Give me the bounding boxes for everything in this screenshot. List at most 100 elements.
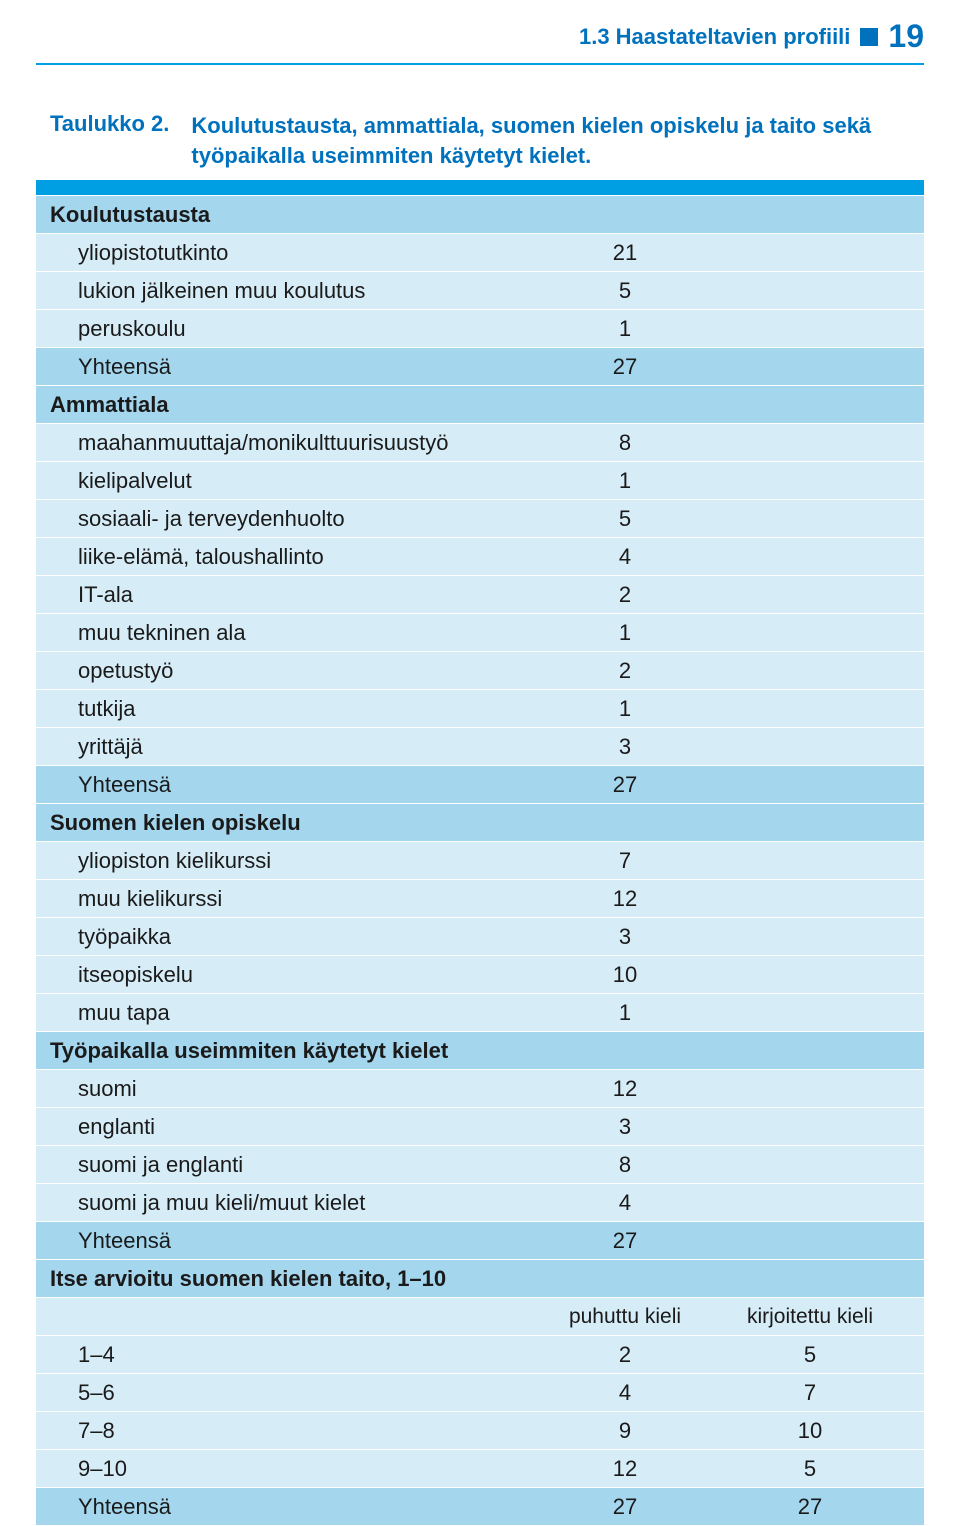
caption-band (36, 180, 924, 196)
total-label: Yhteensä (78, 1227, 540, 1256)
total-label: Yhteensä (78, 1493, 540, 1522)
row-value-1: 2 (540, 1341, 710, 1370)
row-label: 1–4 (78, 1341, 540, 1370)
table-row: suomi ja englanti 8 (36, 1146, 924, 1184)
table-row: IT-ala 2 (36, 576, 924, 614)
section-title-text: Ammattiala (50, 391, 910, 420)
section-ammattiala: Ammattiala (36, 386, 924, 424)
row-label: IT-ala (78, 581, 540, 610)
table-row: itseopiskelu 10 (36, 956, 924, 994)
row-value: 1 (540, 619, 710, 648)
row-value-2: 10 (710, 1417, 910, 1446)
row-value: 7 (540, 847, 710, 876)
row-label: tutkija (78, 695, 540, 724)
col-header-1: puhuttu kieli (540, 1303, 710, 1330)
total-label: Yhteensä (78, 771, 540, 800)
row-label: 9–10 (78, 1455, 540, 1484)
table-row: maahanmuuttaja/monikulttuurisuustyö 8 (36, 424, 924, 462)
table-caption: Taulukko 2. Koulutustausta, ammattiala, … (36, 101, 924, 180)
total-value: 27 (540, 353, 710, 382)
row-value: 1 (540, 999, 710, 1028)
row-value: 2 (540, 657, 710, 686)
table-row: lukion jälkeinen muu koulutus 5 (36, 272, 924, 310)
row-label: kielipalvelut (78, 467, 540, 496)
col-header-2: kirjoitettu kieli (710, 1303, 910, 1330)
data-table: Koulutustausta yliopistotutkinto 21 luki… (36, 180, 924, 1526)
table-row: muu tapa 1 (36, 994, 924, 1032)
row-label: maahanmuuttaja/monikulttuurisuustyö (78, 429, 540, 458)
total-value: 27 (540, 1227, 710, 1256)
table-row: peruskoulu 1 (36, 310, 924, 348)
row-value: 21 (540, 239, 710, 268)
row-value-1: 4 (540, 1379, 710, 1408)
table-row: muu tekninen ala 1 (36, 614, 924, 652)
row-label: suomi ja muu kieli/muut kielet (78, 1189, 540, 1218)
column-headers: puhuttu kieli kirjoitettu kieli (36, 1298, 924, 1336)
table-row: 5–6 4 7 (36, 1374, 924, 1412)
total-row: Yhteensä 27 27 (36, 1488, 924, 1526)
row-value-2: 5 (710, 1455, 910, 1484)
row-label: suomi ja englanti (78, 1151, 540, 1180)
row-label: opetustyö (78, 657, 540, 686)
table-row: suomi ja muu kieli/muut kielet 4 (36, 1184, 924, 1222)
row-value: 4 (540, 543, 710, 572)
row-value: 3 (540, 733, 710, 762)
row-value-2: 5 (710, 1341, 910, 1370)
header-rule (36, 63, 924, 65)
row-label: yliopiston kielikurssi (78, 847, 540, 876)
total-row: Yhteensä 27 (36, 1222, 924, 1260)
row-value: 5 (540, 277, 710, 306)
table-row: opetustyö 2 (36, 652, 924, 690)
table-row: kielipalvelut 1 (36, 462, 924, 500)
row-label: lukion jälkeinen muu koulutus (78, 277, 540, 306)
total-value-2: 27 (710, 1493, 910, 1522)
section-title-text: Suomen kielen opiskelu (50, 809, 910, 838)
page-number: 19 (888, 18, 924, 55)
table-row: työpaikka 3 (36, 918, 924, 956)
table-caption-text: Koulutustausta, ammattiala, suomen kiele… (191, 111, 910, 170)
row-label: suomi (78, 1075, 540, 1104)
row-value: 1 (540, 467, 710, 496)
table-row: englanti 3 (36, 1108, 924, 1146)
row-value-1: 9 (540, 1417, 710, 1446)
row-label: itseopiskelu (78, 961, 540, 990)
row-value-1: 12 (540, 1455, 710, 1484)
page: 1.3 Haastateltavien profiili 19 Taulukko… (0, 0, 960, 1526)
row-value: 5 (540, 505, 710, 534)
table-row: 7–8 9 10 (36, 1412, 924, 1450)
section-title: 1.3 Haastateltavien profiili (579, 24, 850, 50)
row-label: englanti (78, 1113, 540, 1142)
table-row: liike-elämä, taloushallinto 4 (36, 538, 924, 576)
total-value-1: 27 (540, 1493, 710, 1522)
section-taito: Itse arvioitu suomen kielen taito, 1–10 (36, 1260, 924, 1298)
total-row: Yhteensä 27 (36, 766, 924, 804)
total-value: 27 (540, 771, 710, 800)
row-value: 3 (540, 923, 710, 952)
table-row: yliopistotutkinto 21 (36, 234, 924, 272)
table-row: yliopiston kielikurssi 7 (36, 842, 924, 880)
table-row: 1–4 2 5 (36, 1336, 924, 1374)
row-label: sosiaali- ja terveydenhuolto (78, 505, 540, 534)
total-label: Yhteensä (78, 353, 540, 382)
row-value: 2 (540, 581, 710, 610)
row-value: 8 (540, 429, 710, 458)
table-row: sosiaali- ja terveydenhuolto 5 (36, 500, 924, 538)
row-value: 12 (540, 1075, 710, 1104)
row-label: työpaikka (78, 923, 540, 952)
table-row: muu kielikurssi 12 (36, 880, 924, 918)
row-value: 12 (540, 885, 710, 914)
page-header: 1.3 Haastateltavien profiili 19 (0, 0, 960, 63)
row-value-2: 7 (710, 1379, 910, 1408)
table-row: yrittäjä 3 (36, 728, 924, 766)
row-value: 1 (540, 695, 710, 724)
section-title-text: Työpaikalla useimmiten käytetyt kielet (50, 1037, 910, 1066)
table-caption-label: Taulukko 2. (50, 111, 191, 137)
row-value: 1 (540, 315, 710, 344)
section-opiskelu: Suomen kielen opiskelu (36, 804, 924, 842)
row-value: 3 (540, 1113, 710, 1142)
table-row: 9–10 12 5 (36, 1450, 924, 1488)
row-label: liike-elämä, taloushallinto (78, 543, 540, 572)
row-value: 4 (540, 1189, 710, 1218)
row-value: 8 (540, 1151, 710, 1180)
row-label: yrittäjä (78, 733, 540, 762)
